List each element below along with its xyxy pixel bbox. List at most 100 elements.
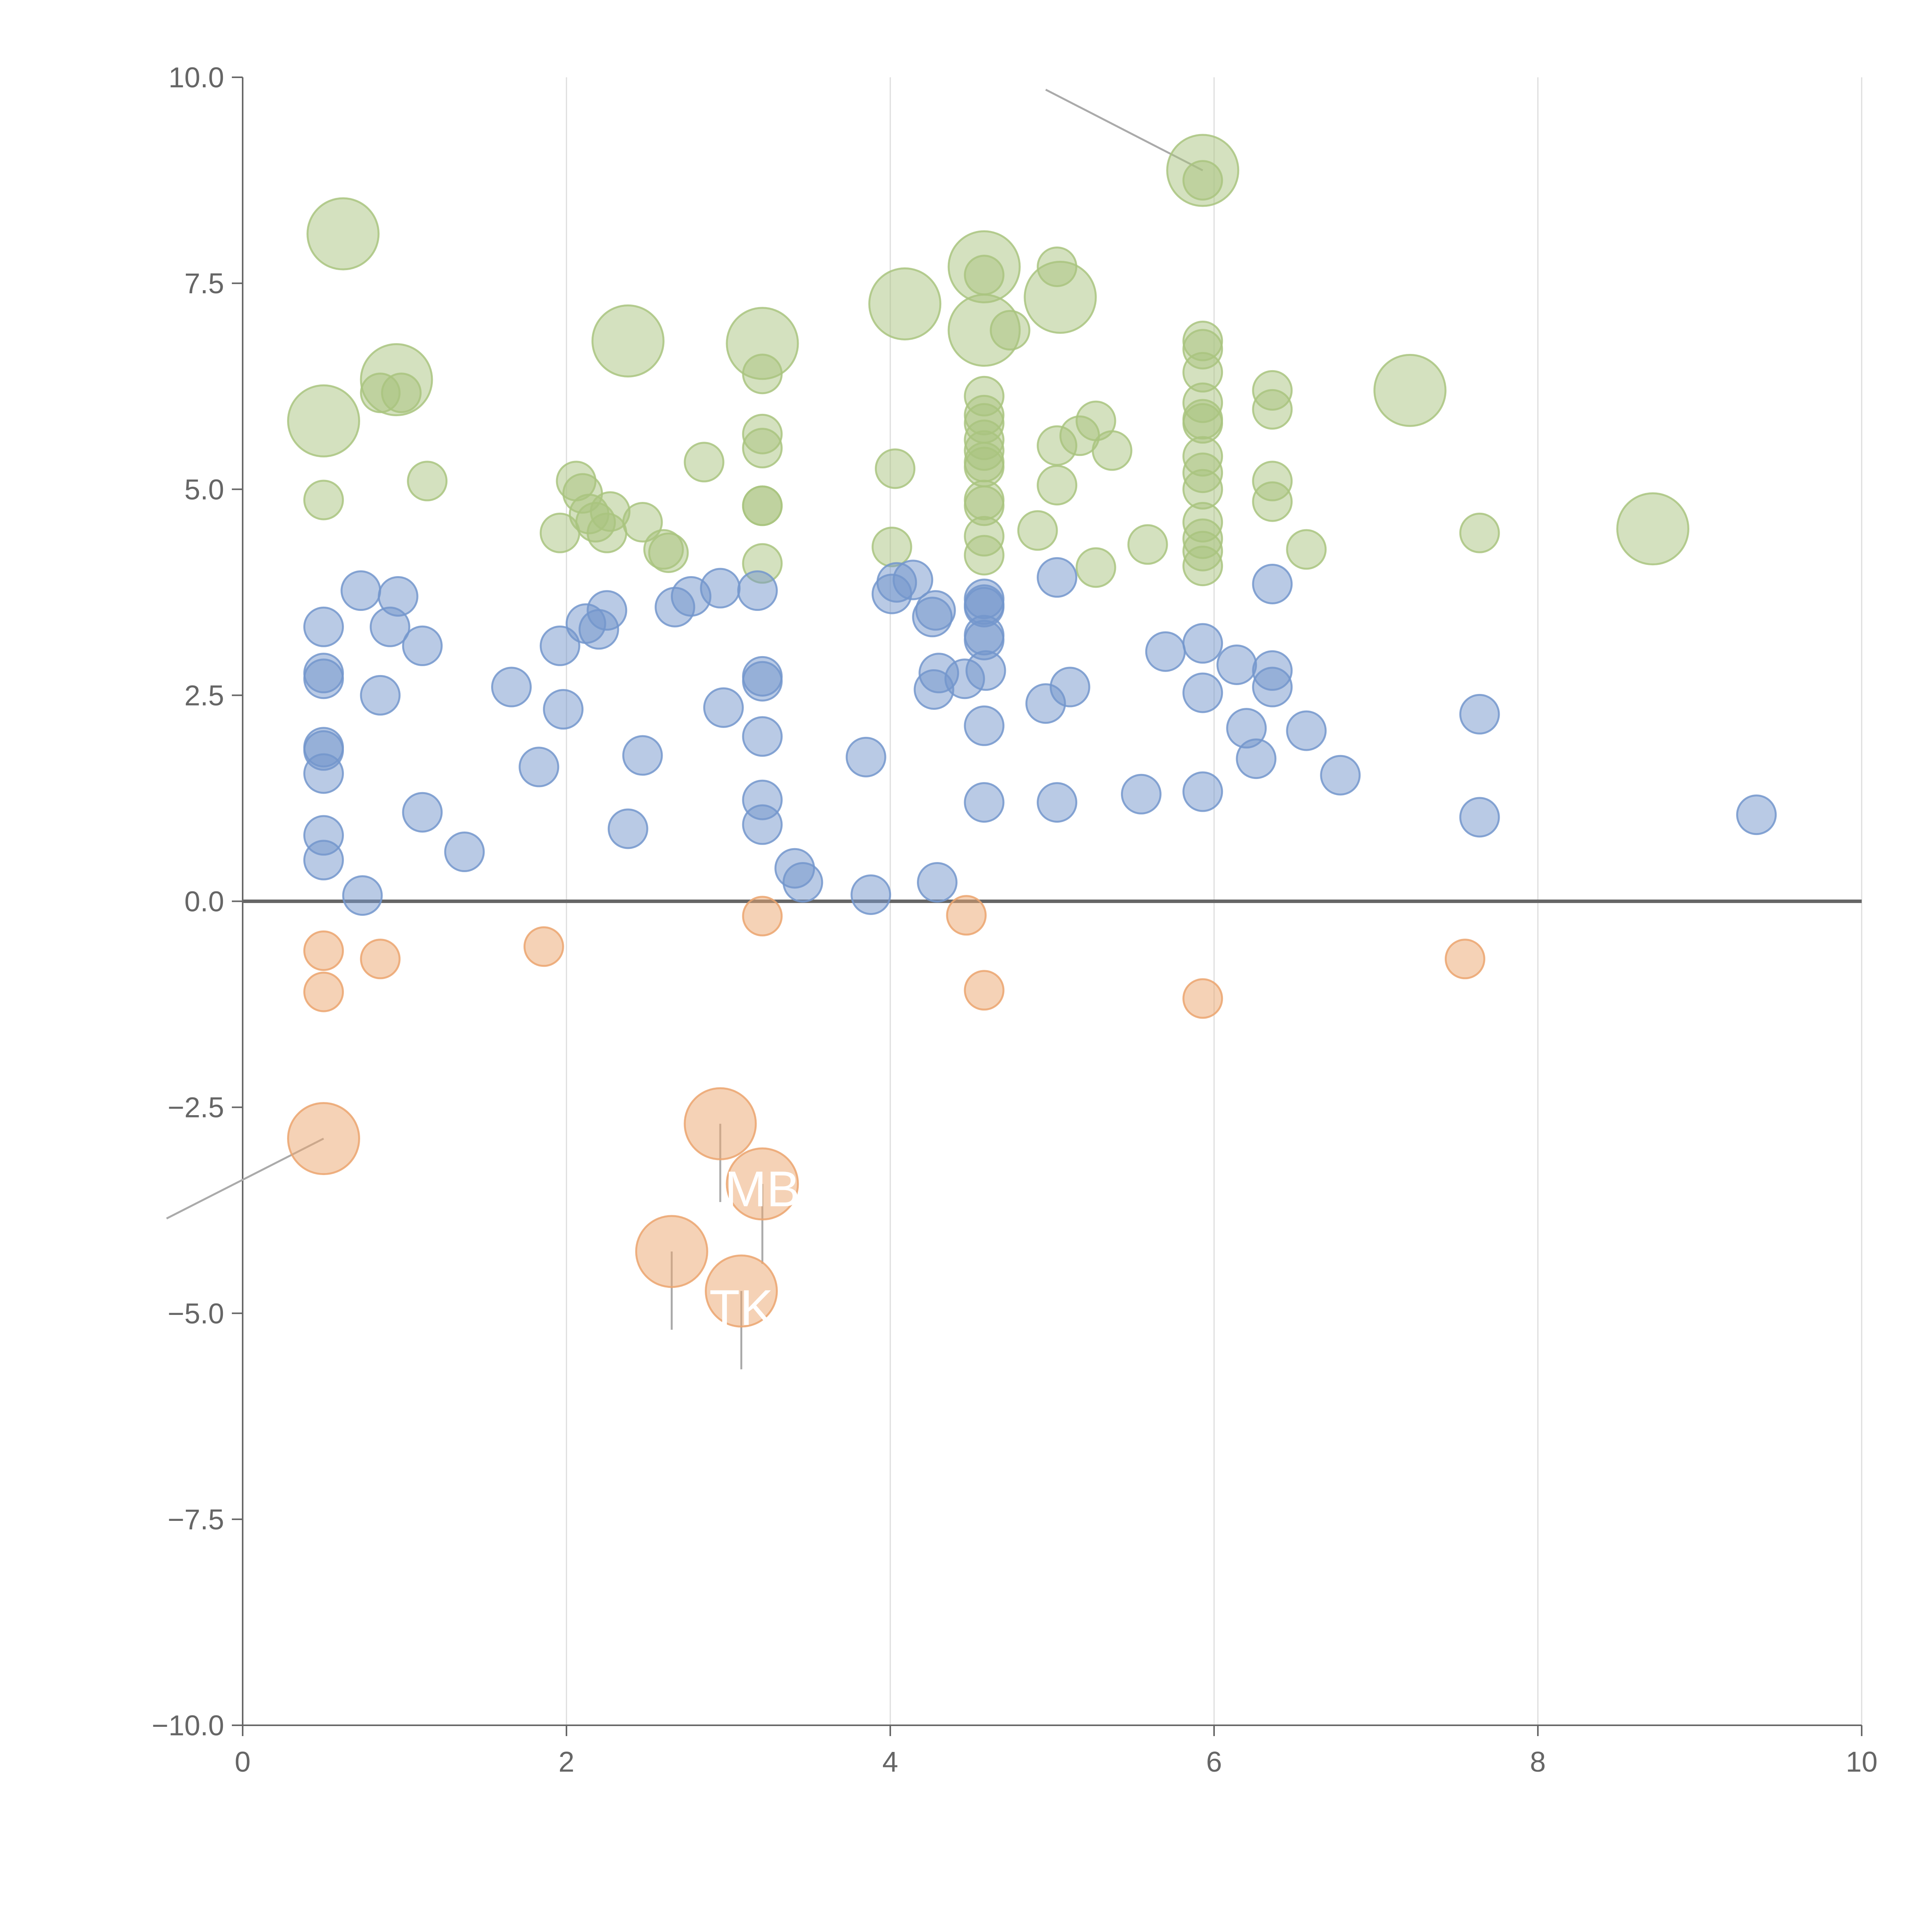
bubble-point	[369, 606, 410, 647]
bubble-point	[539, 512, 580, 553]
bubble-point	[519, 747, 560, 787]
bubble-point	[1182, 672, 1223, 713]
bubble-point	[287, 384, 360, 457]
bubble-point	[742, 716, 783, 757]
bubble-point	[700, 568, 741, 609]
y-tick-label: 5.0	[184, 473, 224, 505]
bubble-point	[990, 310, 1031, 351]
bubble-point	[539, 625, 580, 666]
y-tick-label: 7.5	[184, 267, 224, 299]
bubble-point	[726, 1147, 799, 1221]
bubble-point	[912, 597, 953, 638]
bubble-point	[587, 590, 628, 631]
y-tick-label: −7.5	[168, 1503, 224, 1536]
bubble-point	[1459, 512, 1500, 553]
bubble-point	[893, 560, 934, 600]
bubble-point	[306, 197, 380, 270]
bubble-point	[523, 926, 564, 967]
bubble-point	[1017, 510, 1058, 551]
bubble-point	[1024, 260, 1097, 334]
bubble-point	[1459, 694, 1500, 735]
bubble-point	[1127, 524, 1168, 565]
bubble-point	[1037, 782, 1078, 823]
bubble-point	[742, 661, 783, 702]
bubble-point	[917, 862, 958, 903]
bubble-point	[491, 667, 532, 707]
bubble-point	[871, 527, 912, 568]
bubble-point	[303, 930, 344, 971]
bubble-point	[444, 832, 485, 872]
bubble-point	[1145, 631, 1186, 672]
bubble-point	[303, 658, 344, 699]
bubble-point	[381, 372, 422, 413]
bubble-point	[1736, 794, 1777, 835]
bubble-point	[402, 625, 443, 666]
bubble-point	[1182, 623, 1223, 664]
bubble-point	[1286, 710, 1327, 751]
bubble-point	[1459, 797, 1500, 838]
bubble-point	[964, 535, 1005, 576]
bubble-point	[1444, 939, 1485, 980]
bubble-point	[303, 480, 344, 520]
bubble-point	[850, 874, 891, 915]
bubble-point	[587, 512, 628, 553]
bubble-point	[1252, 667, 1293, 707]
bubble-point	[303, 606, 344, 647]
bubble-point	[1182, 978, 1223, 1019]
bubble-point	[1252, 563, 1293, 604]
x-tick-label: 4	[882, 1746, 898, 1778]
bubble-point	[287, 1102, 360, 1175]
bubble-point	[635, 1215, 708, 1288]
bubble-point	[342, 875, 383, 916]
bubble-point	[964, 255, 1005, 296]
data-points	[287, 134, 1777, 1328]
bubble-point	[607, 808, 648, 849]
bubble-point	[1616, 492, 1689, 566]
bubble-point	[1121, 774, 1162, 815]
y-tick-label: 10.0	[168, 61, 224, 94]
bubble-point	[742, 428, 783, 469]
bubble-point	[648, 532, 689, 573]
bubble-point	[1037, 425, 1078, 466]
bubble-point	[1182, 546, 1223, 587]
y-tick-label: −5.0	[168, 1298, 224, 1330]
bubble-point	[1037, 465, 1078, 506]
bubble-point	[622, 735, 663, 776]
bubble-point	[1320, 755, 1361, 796]
bubble-point	[868, 267, 942, 340]
point-label: MB	[724, 1161, 800, 1217]
x-tick-label: 10	[1846, 1746, 1878, 1778]
point-labels: MB TK	[709, 1161, 800, 1336]
y-tick-label: 0.0	[184, 886, 224, 918]
bubble-point	[1092, 430, 1133, 471]
bubble-point	[1049, 667, 1090, 707]
bubble-point	[742, 354, 783, 395]
bubble-point	[946, 895, 987, 936]
bubble-point	[684, 442, 724, 483]
bubble-point	[875, 448, 916, 489]
bubble-point	[964, 782, 1005, 823]
bubble-point	[360, 675, 401, 716]
x-tick-label: 8	[1530, 1746, 1546, 1778]
bubble-point	[1075, 547, 1116, 588]
bubble-point	[1373, 354, 1447, 427]
bubble-point	[703, 687, 744, 728]
bubble-point	[543, 689, 584, 730]
bubble-point	[402, 792, 443, 833]
bubble-point	[1286, 529, 1327, 570]
bubble-point	[742, 804, 783, 845]
bubble-point	[737, 570, 778, 611]
bubble-point	[591, 304, 665, 378]
bubble-point	[742, 485, 783, 526]
bubble-point	[684, 1087, 757, 1160]
bubble-point	[1182, 771, 1223, 812]
axes: −10.0 −7.5 −5.0 −2.5 0.0 2.5 5.0 7.5 10.0 0 2 4 6 8 10	[152, 61, 1878, 1778]
bubble-point	[303, 971, 344, 1012]
y-tick-label: 2.5	[184, 679, 224, 711]
bubble-point	[360, 939, 401, 980]
bubble-point	[705, 1254, 778, 1328]
x-tick-label: 2	[558, 1746, 574, 1778]
bubble-point	[845, 736, 886, 777]
bubble-point	[1252, 481, 1293, 522]
